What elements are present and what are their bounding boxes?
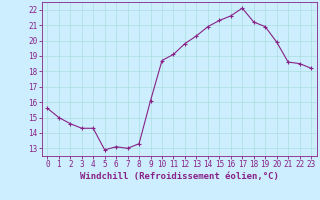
X-axis label: Windchill (Refroidissement éolien,°C): Windchill (Refroidissement éolien,°C) — [80, 172, 279, 181]
